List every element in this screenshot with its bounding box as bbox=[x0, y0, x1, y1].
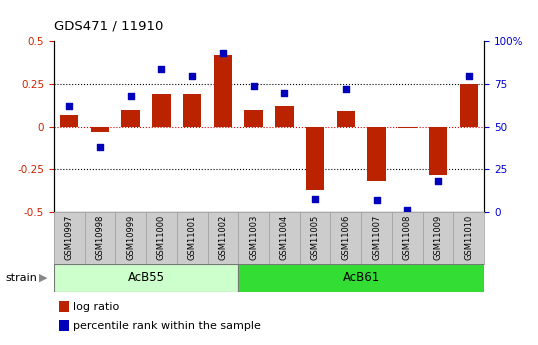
Text: GSM10998: GSM10998 bbox=[95, 215, 104, 260]
Text: strain: strain bbox=[5, 273, 37, 283]
Point bbox=[157, 66, 166, 71]
Text: GSM11000: GSM11000 bbox=[157, 215, 166, 260]
Bar bbox=[398, 127, 416, 128]
Bar bbox=[183, 94, 201, 127]
Bar bbox=[367, 127, 386, 181]
Bar bbox=[152, 94, 171, 127]
Point bbox=[65, 104, 74, 109]
Bar bbox=[275, 106, 294, 127]
Text: ▶: ▶ bbox=[39, 273, 48, 283]
Text: GSM11002: GSM11002 bbox=[218, 215, 228, 260]
Point bbox=[96, 145, 104, 150]
Bar bbox=[306, 127, 324, 190]
Text: log ratio: log ratio bbox=[73, 302, 119, 312]
Text: GSM11008: GSM11008 bbox=[403, 215, 412, 260]
Point bbox=[218, 51, 227, 56]
Point bbox=[280, 90, 289, 95]
Bar bbox=[238, 264, 484, 292]
Text: AcB61: AcB61 bbox=[343, 271, 380, 284]
Point bbox=[464, 73, 473, 78]
Text: percentile rank within the sample: percentile rank within the sample bbox=[73, 321, 260, 331]
Text: GSM11007: GSM11007 bbox=[372, 215, 381, 260]
Text: GSM11003: GSM11003 bbox=[249, 215, 258, 260]
Point bbox=[311, 196, 320, 201]
Bar bbox=[54, 264, 238, 292]
Bar bbox=[91, 127, 109, 132]
Point bbox=[372, 197, 381, 203]
Text: GSM11005: GSM11005 bbox=[310, 215, 320, 260]
Bar bbox=[244, 110, 263, 127]
Bar bbox=[214, 55, 232, 127]
Text: GSM10997: GSM10997 bbox=[65, 215, 74, 260]
Bar bbox=[429, 127, 447, 175]
Point bbox=[342, 87, 350, 92]
Point bbox=[188, 73, 196, 78]
Text: GSM11004: GSM11004 bbox=[280, 215, 289, 260]
Point bbox=[434, 179, 442, 184]
Bar bbox=[337, 111, 355, 127]
Text: GSM11001: GSM11001 bbox=[188, 215, 197, 260]
Point bbox=[403, 208, 412, 213]
Bar bbox=[122, 110, 140, 127]
Text: GSM11009: GSM11009 bbox=[434, 215, 443, 260]
Text: GSM11010: GSM11010 bbox=[464, 215, 473, 260]
Point bbox=[249, 83, 258, 89]
Bar bbox=[459, 84, 478, 127]
Text: GSM10999: GSM10999 bbox=[126, 215, 135, 260]
Point bbox=[126, 93, 135, 99]
Text: GDS471 / 11910: GDS471 / 11910 bbox=[54, 20, 163, 33]
Bar bbox=[60, 115, 79, 127]
Text: GSM11006: GSM11006 bbox=[341, 215, 350, 260]
Text: AcB55: AcB55 bbox=[128, 271, 165, 284]
